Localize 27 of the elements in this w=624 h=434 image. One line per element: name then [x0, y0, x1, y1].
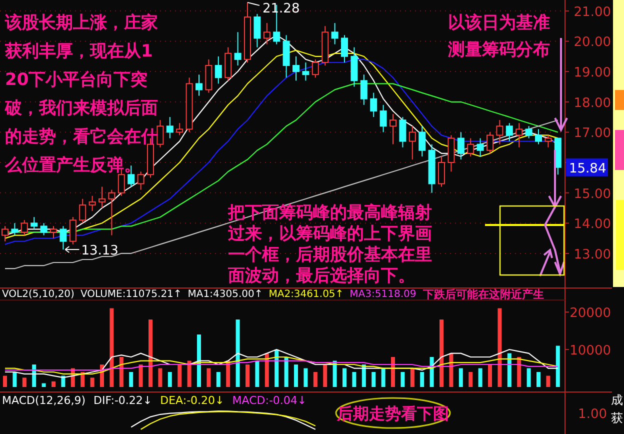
annotation: MA2:3461.05↑ [268, 289, 344, 300]
text: MACD(12,26,9) [2, 394, 86, 407]
y-tick-label: 21.00 [574, 4, 611, 20]
annotation: VOLUME:11075.21↑ [80, 289, 182, 300]
y-tick-label: 10000 [570, 344, 611, 358]
text: 1.00 [578, 407, 607, 422]
annotation: 13.13 [81, 244, 118, 258]
y-tick-label: 19.00 [574, 66, 611, 81]
annotation: VOL2(5,10,20) [2, 289, 75, 300]
y-tick-label: 18.00 [574, 96, 611, 111]
annotation: MA3:5118.09 [350, 289, 416, 300]
text: 15.84 [569, 161, 606, 176]
y-tick-label: 15.00 [574, 186, 611, 202]
y-tick-label: 14.00 [574, 217, 611, 232]
y-tick-label: 20.00 [574, 35, 611, 50]
annotation: 下跌后可能在这附近产生 [422, 288, 544, 301]
annotation: MA1:4305.00↑ [188, 289, 263, 300]
text: DEA:-0.20↓ [160, 394, 224, 407]
y-tick-label: 13.00 [574, 247, 611, 262]
text: 成 [611, 393, 623, 407]
y-tick-label: 20000 [570, 306, 611, 321]
text: MACD:-0.04↓ [232, 394, 307, 407]
text: DIF:-0.22↓ [94, 394, 152, 407]
text: 获 [611, 411, 623, 425]
annotation: 以该日为基准测量筹码分布 [447, 13, 550, 60]
y-tick-label: 17.00 [574, 126, 611, 142]
annotation: 后期走势看下图 [336, 404, 449, 423]
